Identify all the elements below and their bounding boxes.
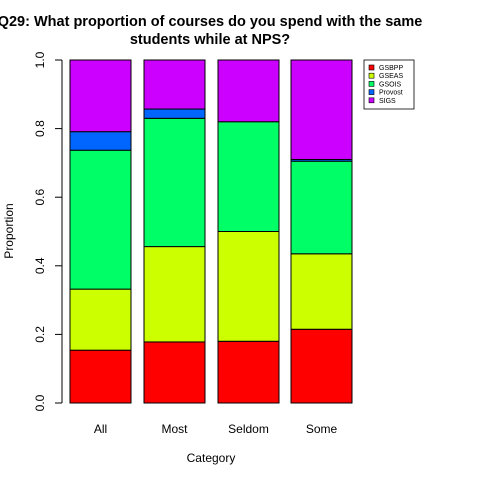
bar-segment-some-gseas xyxy=(290,253,353,330)
bar-segment-most-sigs xyxy=(143,59,206,110)
y-axis: 0.0 0.2 0.4 0.6 0.8 1.0 xyxy=(33,51,63,411)
y-tick-label: 0.4 xyxy=(33,257,47,274)
y-tick-label: 0.6 xyxy=(33,189,47,206)
bar-segment-some-gsbpp xyxy=(290,328,353,404)
bar-segment-seldom-gsbpp xyxy=(217,340,280,404)
x-tick-label: Most xyxy=(161,422,188,436)
chart-title-line-1: Q29: What proportion of courses do you s… xyxy=(0,14,422,30)
bar-segment-some-sigs xyxy=(290,59,353,160)
x-tick-label: Some xyxy=(306,422,338,436)
bar-segment-seldom-gsois xyxy=(217,121,280,232)
y-tick-label: 1.0 xyxy=(33,51,47,68)
legend-swatch-gsois xyxy=(368,81,375,87)
bars-group xyxy=(69,59,353,404)
bar-segment-some-gsois xyxy=(290,160,353,255)
bar-segment-most-provost xyxy=(143,108,206,119)
bar-segment-all-sigs xyxy=(69,59,132,133)
bar-segment-most-gseas xyxy=(143,246,206,343)
chart-title-line-2: students while at NPS? xyxy=(130,32,290,48)
bar-segment-seldom-gseas xyxy=(217,231,280,342)
x-axis-label: Category xyxy=(187,451,236,465)
bar-segment-all-gsois xyxy=(69,149,132,290)
legend-label-gsois: GSOIS xyxy=(379,81,402,88)
bar-segment-seldom-sigs xyxy=(217,59,280,123)
legend-label-gseas: GSEAS xyxy=(379,73,403,80)
legend-swatch-sigs xyxy=(368,97,375,104)
y-tick-label: 0.0 xyxy=(33,394,47,411)
x-tick-label: All xyxy=(94,422,107,436)
y-tick-label: 0.2 xyxy=(33,326,47,343)
bar-segment-most-gsbpp xyxy=(143,341,206,404)
y-axis-label: Proportion xyxy=(2,203,16,258)
legend-swatch-gseas xyxy=(368,72,375,79)
bar-segment-all-gseas xyxy=(69,288,132,351)
legend-swatch-provost xyxy=(368,89,375,95)
x-tick-label: Seldom xyxy=(228,422,269,436)
bar-segment-most-gsois xyxy=(143,117,206,248)
y-tick-label: 0.8 xyxy=(33,120,47,137)
legend-label-sigs: SIGS xyxy=(379,98,396,105)
bar-segment-all-provost xyxy=(69,131,132,151)
x-axis: All Most Seldom Some xyxy=(94,422,338,436)
legend-label-provost: Provost xyxy=(379,90,403,97)
legend-label-gsbpp: GSBPP xyxy=(379,65,403,72)
legend-swatch-gsbpp xyxy=(368,64,375,71)
bar-segment-all-gsbpp xyxy=(69,349,132,404)
